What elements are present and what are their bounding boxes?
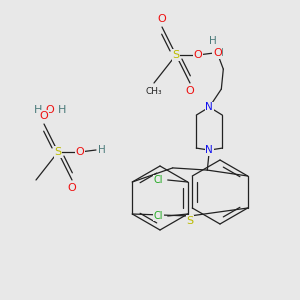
Text: Cl: Cl bbox=[154, 175, 164, 185]
Text: H: H bbox=[209, 36, 217, 46]
Text: O: O bbox=[186, 86, 194, 96]
Text: N: N bbox=[206, 145, 213, 155]
Text: H: H bbox=[58, 105, 66, 115]
Text: O: O bbox=[40, 111, 48, 121]
Text: O: O bbox=[76, 147, 84, 157]
Text: O: O bbox=[158, 14, 166, 24]
Text: O: O bbox=[46, 105, 54, 115]
Text: H: H bbox=[216, 48, 224, 58]
Text: O: O bbox=[68, 183, 76, 193]
Text: N: N bbox=[206, 102, 213, 112]
Text: H: H bbox=[98, 145, 106, 155]
Text: S: S bbox=[54, 147, 61, 157]
Text: H: H bbox=[34, 105, 42, 115]
Text: S: S bbox=[186, 216, 194, 226]
Text: S: S bbox=[172, 50, 180, 60]
Text: Cl: Cl bbox=[154, 211, 164, 221]
Text: CH₃: CH₃ bbox=[146, 88, 162, 97]
Text: O: O bbox=[194, 50, 202, 60]
Text: O: O bbox=[213, 48, 222, 58]
